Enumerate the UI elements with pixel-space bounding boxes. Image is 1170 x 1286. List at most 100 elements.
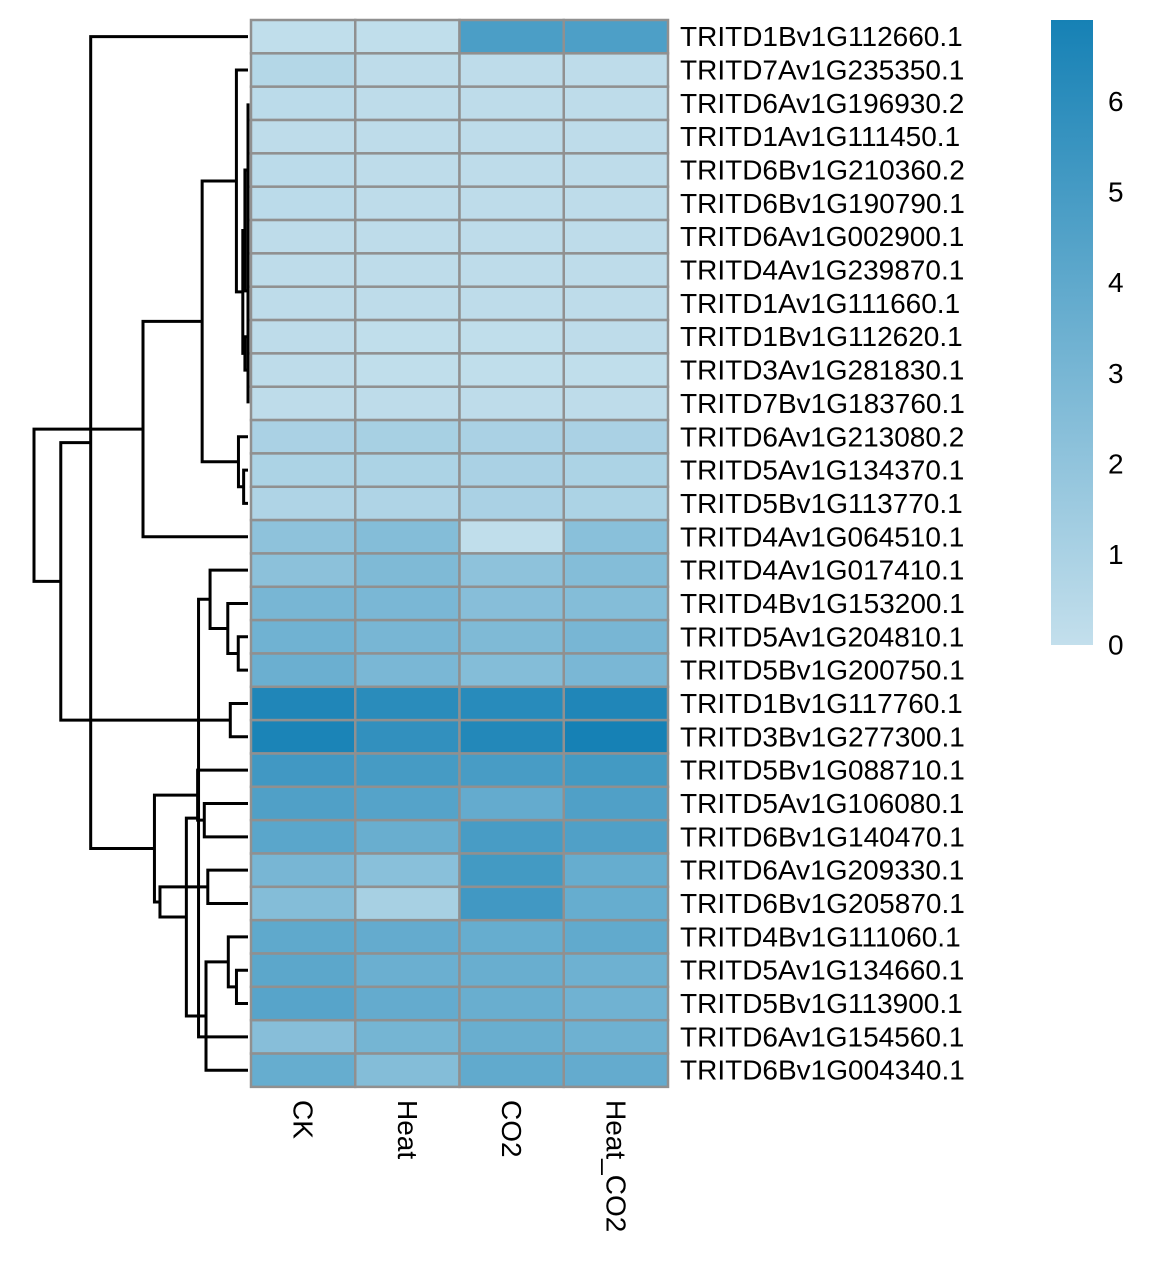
heatmap-cell xyxy=(458,285,565,322)
heatmap-cell xyxy=(562,318,670,355)
heatmap-cell xyxy=(562,952,670,989)
legend-color-bar xyxy=(1051,20,1093,645)
heatmap-cell xyxy=(458,118,565,155)
dendrogram-branch xyxy=(236,635,248,672)
column-label: Heat_CO2 xyxy=(600,1100,631,1232)
heatmap-cell xyxy=(354,1018,461,1055)
heatmap-cell xyxy=(249,352,357,388)
heatmap-cell xyxy=(562,585,670,622)
heatmap-cell xyxy=(249,85,357,122)
row-label: TRITD6Av1G002900.1 xyxy=(680,221,964,252)
heatmap-cell xyxy=(354,385,461,422)
heatmap-cell xyxy=(562,385,670,422)
heatmap-cell xyxy=(458,718,565,755)
row-label: TRITD6Av1G196930.2 xyxy=(680,88,964,119)
heatmap-cell xyxy=(458,552,565,589)
heatmap-cell xyxy=(249,285,357,322)
dendrogram-branch xyxy=(228,701,248,739)
row-dendrogram xyxy=(32,35,250,1072)
heatmap-cell xyxy=(562,118,670,155)
dendrogram-branch xyxy=(226,601,248,655)
legend-tick-label: 2 xyxy=(1108,448,1124,479)
heatmap-cell xyxy=(354,985,461,1022)
heatmap-cell xyxy=(562,252,670,288)
dendrogram-branch xyxy=(32,427,144,583)
heatmap-cell xyxy=(458,652,565,689)
legend-tick-label: 5 xyxy=(1108,177,1124,208)
heatmap-cell xyxy=(249,1018,357,1055)
heatmap-cell xyxy=(562,85,670,122)
legend-tick-label: 1 xyxy=(1108,539,1124,570)
heatmap-cell xyxy=(458,318,565,355)
heatmap-cell xyxy=(458,752,565,789)
dendrogram-branch xyxy=(243,335,248,372)
row-label: TRITD6Bv1G140470.1 xyxy=(680,821,965,852)
heatmap-cell xyxy=(354,685,461,722)
heatmap-cell xyxy=(249,252,357,288)
heatmap-cell xyxy=(562,918,670,955)
heatmap-cell xyxy=(458,52,565,88)
dendrogram-branch xyxy=(184,816,207,1018)
row-label: TRITD4Bv1G111060.1 xyxy=(680,921,961,952)
dendrogram-branch xyxy=(89,35,248,851)
row-label: TRITD5Av1G204810.1 xyxy=(680,621,964,652)
row-label: TRITD4Av1G017410.1 xyxy=(680,555,964,586)
heatmap-cell xyxy=(458,1052,565,1089)
heatmap-cell xyxy=(562,1018,670,1055)
heatmap-cell xyxy=(249,318,357,355)
heatmap-cell xyxy=(354,252,461,288)
heatmap-cell xyxy=(562,518,670,555)
heatmap-cell xyxy=(249,52,357,88)
heatmap-cell xyxy=(354,85,461,122)
heatmap-cell xyxy=(354,1052,461,1089)
heatmap-cell xyxy=(562,785,670,822)
heatmap-cell xyxy=(562,352,670,388)
legend-tick-label: 0 xyxy=(1108,630,1124,661)
heatmap-cell xyxy=(249,818,357,855)
heatmap-cell xyxy=(562,818,670,855)
row-label: TRITD7Av1G235350.1 xyxy=(680,55,964,86)
row-label: TRITD1Bv1G117760.1 xyxy=(680,688,963,719)
row-label: TRITD4Bv1G153200.1 xyxy=(680,588,965,619)
heatmap-cell xyxy=(562,852,670,889)
heatmap-cell xyxy=(354,218,461,255)
dendrogram-branch xyxy=(243,168,248,293)
row-label: TRITD7Bv1G183760.1 xyxy=(680,388,965,419)
heatmap-cell xyxy=(458,418,565,455)
legend-tick-label: 4 xyxy=(1108,267,1124,298)
row-label: TRITD5Bv1G088710.1 xyxy=(680,755,965,786)
heatmap-cell xyxy=(562,418,670,455)
heatmap-cell xyxy=(354,785,461,822)
heatmap-cell xyxy=(354,952,461,989)
heatmap-cell xyxy=(354,152,461,188)
heatmap-cell xyxy=(458,685,565,722)
heatmap-cell xyxy=(354,118,461,155)
row-label: TRITD5Av1G106080.1 xyxy=(680,788,964,819)
heatmap-cell xyxy=(562,52,670,88)
heatmap-cell xyxy=(249,385,357,422)
heatmap-cell xyxy=(458,918,565,955)
heatmap-cell xyxy=(249,552,357,589)
heatmap-cell xyxy=(458,1018,565,1055)
heatmap-cell xyxy=(458,985,565,1022)
heatmap-cell xyxy=(562,618,670,655)
heatmap-cell xyxy=(562,885,670,922)
heatmap-cell xyxy=(249,952,357,989)
row-label: TRITD5Bv1G113770.1 xyxy=(680,488,963,519)
row-label: TRITD6Bv1G004340.1 xyxy=(680,1055,965,1086)
color-legend: 0 1 2 3 4 5 6 xyxy=(1051,20,1124,661)
heatmap-cell xyxy=(249,652,357,689)
heatmap-cell xyxy=(562,985,670,1022)
heatmap-cell xyxy=(458,618,565,655)
heatmap-cell xyxy=(458,452,565,489)
dendrogram-branch xyxy=(234,968,248,1006)
heatmap-cell xyxy=(354,718,461,755)
heatmap-cell xyxy=(249,1052,357,1089)
heatmap-cell xyxy=(249,752,357,789)
column-label: CO2 xyxy=(496,1100,527,1158)
dendrogram-branch xyxy=(206,868,248,906)
heatmap-cell xyxy=(249,618,357,655)
row-label: TRITD3Av1G281830.1 xyxy=(680,355,964,386)
heatmap-cell xyxy=(562,552,670,589)
